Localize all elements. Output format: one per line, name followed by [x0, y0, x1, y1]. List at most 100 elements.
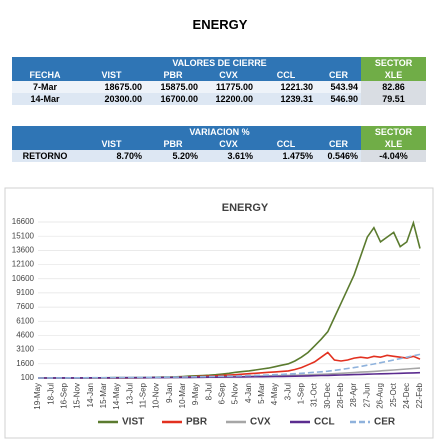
- x-tick-label: 3-Jul: [283, 383, 292, 401]
- cell: 82.86: [361, 81, 427, 93]
- x-tick-label: 26-Aug: [376, 383, 385, 409]
- row: VARIACION % SECTOR: [12, 126, 427, 138]
- x-tick-label: 4-May: [270, 383, 279, 405]
- x-tick-label: 13-Jul: [125, 383, 134, 405]
- y-tick-label: 15100: [12, 231, 35, 240]
- cell: 16700.00: [145, 93, 201, 105]
- y-tick-label: 6100: [16, 316, 34, 325]
- cell: CER: [316, 138, 362, 150]
- x-tick-label: 11-Sep: [138, 382, 147, 408]
- cell: VALORES DE CIERRE: [78, 57, 362, 69]
- x-tick-label: 16-Sep: [59, 382, 68, 408]
- x-tick-label: 14-Jan: [86, 383, 95, 407]
- cell: 546.90: [316, 93, 362, 105]
- x-tick-label: 9-May: [191, 383, 200, 405]
- cell: CER: [316, 69, 362, 81]
- row: RETORNO 8.70% 5.20% 3.61% 1.475% 0.546% -4.04%: [12, 150, 427, 162]
- x-tick-label: 25-Oct: [389, 382, 398, 407]
- cell: XLE: [361, 69, 427, 81]
- legend-label: CER: [374, 417, 396, 428]
- chart-border: [4, 187, 434, 439]
- cell: FECHA: [12, 69, 78, 81]
- x-tick-label: 1-Sep: [297, 382, 306, 404]
- cell: 1.475%: [256, 150, 316, 162]
- y-tick-label: 4600: [16, 331, 34, 340]
- line-series: [38, 353, 421, 379]
- row: 14-Mar 20300.00 16700.00 12200.00 1239.31 546…: [12, 93, 427, 105]
- legend-label: CVX: [250, 417, 271, 428]
- cell: VARIACION %: [78, 126, 362, 138]
- cell: VIST: [78, 138, 145, 150]
- cell: CCL: [256, 138, 316, 150]
- cell: VIST: [78, 69, 145, 81]
- row: 7-Mar 18675.00 15875.00 11775.00 1221.30 543.…: [12, 81, 427, 93]
- cell: 20300.00: [78, 93, 145, 105]
- cell: 18675.00: [78, 81, 145, 93]
- x-tick-label: 14-May: [112, 383, 121, 410]
- legend-label: PBR: [186, 417, 208, 428]
- x-tick-label: 27-Jun: [362, 383, 371, 407]
- cell: 11775.00: [201, 81, 256, 93]
- row: VALORES DE CIERRE SECTOR: [12, 57, 427, 69]
- x-tick-label: 10-Mar: [178, 383, 187, 409]
- cell: 14-Mar: [12, 93, 78, 105]
- x-tick-label: 10-Nov: [152, 383, 161, 409]
- variation-table: VARIACION % SECTOR VIST PBR CVX CCL CER XLE RETO…: [12, 126, 427, 162]
- cell: RETORNO: [12, 150, 78, 162]
- cell: -4.04%: [361, 150, 427, 162]
- row: VIST PBR CVX CCL CER XLE: [12, 138, 427, 150]
- y-tick-label: 1600: [16, 359, 34, 368]
- x-tick-label: 18-Jul: [46, 383, 55, 405]
- x-tick-label: 8-Jul: [204, 383, 213, 401]
- cell: CVX: [201, 138, 256, 150]
- x-tick-label: 6-Sep: [218, 382, 227, 404]
- cell: 1221.30: [256, 81, 316, 93]
- cell: 0.546%: [316, 150, 362, 162]
- closing-table: VALORES DE CIERRE SECTOR FECHA VIST PBR CVX CC…: [12, 57, 427, 105]
- x-tick-label: 15-Mar: [99, 383, 108, 409]
- page-title: ENERGY: [192, 17, 248, 32]
- x-tick-label: 19-May: [33, 383, 42, 410]
- row: FECHA VIST PBR CVX CCL CER XLE: [12, 69, 427, 81]
- x-tick-label: 15-Nov: [73, 383, 82, 409]
- cell: 1239.31: [256, 93, 316, 105]
- chart-title: ENERGY: [222, 202, 269, 214]
- cell: CCL: [256, 69, 316, 81]
- x-tick-label: 28-Feb: [336, 382, 345, 408]
- cell: PBR: [145, 138, 201, 150]
- x-tick-label: 24-Dec: [402, 383, 411, 409]
- cell: SECTOR: [361, 126, 427, 138]
- legend-label: CCL: [314, 417, 335, 428]
- cell: 7-Mar: [12, 81, 78, 93]
- cell: 15875.00: [145, 81, 201, 93]
- cell: PBR: [145, 69, 201, 81]
- cell: 5.20%: [145, 150, 201, 162]
- cell: 12200.00: [201, 93, 256, 105]
- cell: [12, 138, 78, 150]
- line-series: [37, 220, 421, 379]
- x-tick-label: 28-Apr: [349, 383, 358, 407]
- x-tick-label: 5-Nov: [231, 383, 240, 404]
- cell: 79.51: [361, 93, 427, 105]
- cell: [12, 126, 78, 138]
- y-tick-label: 13600: [12, 245, 35, 254]
- x-tick-label: 4-Jan: [244, 383, 253, 403]
- y-tick-label: 16600: [12, 217, 35, 226]
- x-tick-label: 22-Feb: [415, 382, 424, 408]
- cell: 8.70%: [78, 150, 145, 162]
- y-tick-label: 10600: [12, 274, 35, 283]
- cell: CVX: [201, 69, 256, 81]
- y-tick-label: 7600: [16, 302, 34, 311]
- y-tick-label: 3100: [16, 345, 34, 354]
- cell: 3.61%: [201, 150, 256, 162]
- x-tick-label: 5-Mar: [257, 383, 266, 404]
- y-tick-label: 9100: [16, 288, 34, 297]
- y-tick-label: 100: [21, 373, 35, 382]
- x-tick-label: 31-Oct: [310, 382, 319, 407]
- cell: SECTOR: [361, 57, 427, 69]
- cell: XLE: [361, 138, 427, 150]
- x-tick-label: 9-Jan: [165, 383, 174, 403]
- cell: [12, 57, 78, 69]
